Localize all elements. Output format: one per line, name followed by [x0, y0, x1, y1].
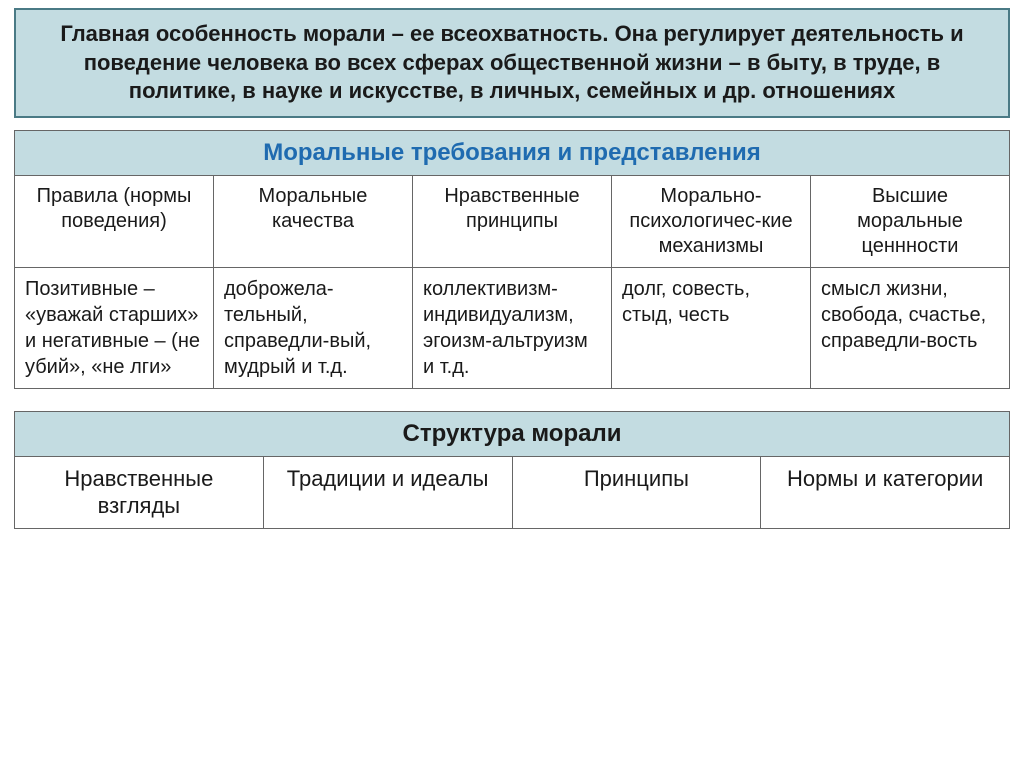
- struct-principles: Принципы: [512, 456, 761, 528]
- struct-norms: Нормы и категории: [761, 456, 1010, 528]
- struct-traditions: Традиции и идеалы: [263, 456, 512, 528]
- main-table-title: Моральные требования и представления: [15, 130, 1010, 175]
- cell-principles: коллективизм-индивидуализм, эгоизм-альтр…: [413, 267, 612, 388]
- header-rules: Правила (нормы поведения): [15, 175, 214, 267]
- header-values: Высшие моральные ценнности: [811, 175, 1010, 267]
- struct-views: Нравственные взгляды: [15, 456, 264, 528]
- moral-structure-table: Структура морали Нравственные взгляды Тр…: [14, 411, 1010, 529]
- struct-table-title: Структура морали: [15, 411, 1010, 456]
- cell-rules: Позитивные – «уважай старших» и негативн…: [15, 267, 214, 388]
- cell-mechanisms: долг, совесть, стыд, честь: [612, 267, 811, 388]
- header-principles: Нравственные принципы: [413, 175, 612, 267]
- header-mechanisms: Морально-психологичес-кие механизмы: [612, 175, 811, 267]
- intro-text: Главная особенность морали – ее всеохват…: [14, 8, 1010, 118]
- header-qualities: Моральные качества: [214, 175, 413, 267]
- cell-values: смысл жизни, свобода, счастье, справедли…: [811, 267, 1010, 388]
- moral-requirements-table: Моральные требования и представления Пра…: [14, 130, 1010, 389]
- cell-qualities: доброжела-тельный, справедли-вый, мудрый…: [214, 267, 413, 388]
